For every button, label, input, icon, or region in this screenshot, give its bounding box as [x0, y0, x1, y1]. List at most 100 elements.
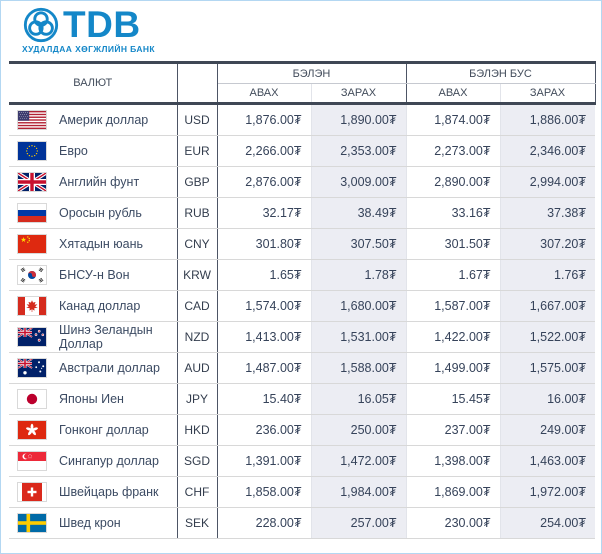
- cash-buy-value: 1,391.00₮: [217, 445, 311, 477]
- flag-ru-icon: [17, 203, 47, 223]
- currency-name-cell: Швед крон: [9, 507, 177, 539]
- currency-name: Шинэ Зеландын Доллар: [59, 323, 153, 351]
- cash-sell-value: 1,984.00₮: [310, 476, 406, 508]
- currency-name: Хятадын юань: [59, 237, 144, 251]
- noncash-sell-value: 307.20₮: [499, 228, 596, 260]
- currency-code: USD: [176, 103, 218, 136]
- noncash-sell-value: 254.00₮: [499, 507, 596, 539]
- currency-name-cell: Оросын рубль: [9, 197, 177, 229]
- noncash-buy-value: 230.00₮: [405, 507, 500, 539]
- noncash-buy-value: 237.00₮: [405, 414, 500, 446]
- currency-name: Евро: [59, 144, 88, 158]
- currency-name-cell: Хятадын юань: [9, 228, 177, 260]
- noncash-sell-value: 37.38₮: [499, 197, 596, 229]
- header-code-empty: [176, 62, 218, 105]
- cash-buy-value: 1,574.00₮: [217, 290, 311, 322]
- cash-buy-value: 1,858.00₮: [217, 476, 311, 508]
- cash-buy-value: 2,266.00₮: [217, 135, 311, 167]
- currency-code: KRW: [176, 259, 218, 291]
- noncash-sell-value: 1,886.00₮: [499, 103, 596, 136]
- currency-row-aud: Австрали доллар AUD 1,487.00₮ 1,588.00₮ 1,49…: [9, 352, 596, 384]
- currency-code: CNY: [176, 228, 218, 260]
- cash-buy-value: 236.00₮: [217, 414, 311, 446]
- cash-buy-value: 15.40₮: [217, 383, 311, 415]
- cash-sell-value: 257.00₮: [310, 507, 406, 539]
- noncash-buy-value: 15.45₮: [405, 383, 500, 415]
- cash-sell-value: 250.00₮: [310, 414, 406, 446]
- bank-name: TDB: [63, 4, 141, 45]
- currency-row-sgd: Сингапур доллар SGD 1,391.00₮ 1,472.00₮ 1,39…: [9, 445, 596, 477]
- currency-name: Оросын рубль: [59, 206, 142, 220]
- noncash-sell-value: 16.00₮: [499, 383, 596, 415]
- currency-code: AUD: [176, 352, 218, 384]
- flag-se-icon: [17, 513, 47, 533]
- currency-row-hkd: Гонконг доллар HKD 236.00₮ 250.00₮ 237.00₮ 24…: [9, 414, 596, 446]
- currency-row-jpy: Японы Иен JPY 15.40₮ 16.05₮ 15.45₮ 16.00₮: [9, 383, 596, 415]
- cash-sell-value: 1,472.00₮: [310, 445, 406, 477]
- flag-eu-icon: [17, 141, 47, 161]
- flag-jp-icon: [17, 389, 47, 409]
- header-group-noncash: БЭЛЭН БУС: [405, 62, 596, 84]
- header-cash-sell: ЗАРАХ: [310, 83, 406, 105]
- noncash-sell-value: 1,522.00₮: [499, 321, 596, 353]
- noncash-sell-value: 1,575.00₮: [499, 352, 596, 384]
- currency-name: Америк доллар: [59, 113, 149, 127]
- noncash-buy-value: 1,499.00₮: [405, 352, 500, 384]
- cash-sell-value: 3,009.00₮: [310, 166, 406, 198]
- cash-buy-value: 1,413.00₮: [217, 321, 311, 353]
- currency-name-cell: Сингапур доллар: [9, 445, 177, 477]
- flag-us-icon: [17, 110, 47, 130]
- header-cash-buy: АВАХ: [217, 83, 311, 105]
- currency-name: Японы Иен: [59, 392, 124, 406]
- currency-row-cny: Хятадын юань CNY 301.80₮ 307.50₮ 301.50₮ 307.…: [9, 228, 596, 260]
- currency-row-eur: Евро EUR 2,266.00₮ 2,353.00₮ 2,273.00₮ 2,346.…: [9, 135, 596, 167]
- header-group-cash: БЭЛЭН: [217, 62, 406, 84]
- tdb-knot-icon: [22, 6, 60, 44]
- currency-name: Гонконг доллар: [59, 423, 149, 437]
- currency-name-cell: Австрали доллар: [9, 352, 177, 384]
- bank-tagline: ХУДАЛДАА ХӨГЖЛИЙН БАНК: [22, 44, 155, 54]
- currency-row-sek: Швед крон SEK 228.00₮ 257.00₮ 230.00₮ 254.00₮: [9, 507, 596, 539]
- noncash-buy-value: 1,398.00₮: [405, 445, 500, 477]
- noncash-buy-value: 33.16₮: [405, 197, 500, 229]
- noncash-buy-value: 1,874.00₮: [405, 103, 500, 136]
- cash-buy-value: 1,487.00₮: [217, 352, 311, 384]
- currency-row-gbp: Английн фунт GBP 2,876.00₮ 3,009.00₮ 2,890.0…: [9, 166, 596, 198]
- noncash-buy-value: 2,890.00₮: [405, 166, 500, 198]
- currency-name: Английн фунт: [59, 175, 140, 189]
- noncash-sell-value: 2,346.00₮: [499, 135, 596, 167]
- noncash-buy-value: 1.67₮: [405, 259, 500, 291]
- flag-sg-icon: [17, 451, 47, 471]
- currency-code: HKD: [176, 414, 218, 446]
- currency-name: Австрали доллар: [59, 361, 160, 375]
- bank-logo[interactable]: TDB ХУДАЛДАА ХӨГЖЛИЙН БАНК: [22, 6, 601, 54]
- flag-kr-icon: [17, 265, 47, 285]
- currency-name-cell: Английн фунт: [9, 166, 177, 198]
- noncash-sell-value: 1,463.00₮: [499, 445, 596, 477]
- currency-row-cad: Канад доллар CAD 1,574.00₮ 1,680.00₮ 1,587.0…: [9, 290, 596, 322]
- header-noncash-sell: ЗАРАХ: [499, 83, 596, 105]
- cash-sell-value: 1,680.00₮: [310, 290, 406, 322]
- currency-row-nzd: Шинэ Зеландын Доллар NZD 1,413.00₮ 1,531.00…: [9, 321, 596, 353]
- cash-sell-value: 2,353.00₮: [310, 135, 406, 167]
- currency-name-cell: Евро: [9, 135, 177, 167]
- currency-code: NZD: [176, 321, 218, 353]
- noncash-sell-value: 1,972.00₮: [499, 476, 596, 508]
- flag-hk-icon: [17, 420, 47, 440]
- flag-gb-icon: [17, 172, 47, 192]
- currency-code: CHF: [176, 476, 218, 508]
- currency-code: SEK: [176, 507, 218, 539]
- flag-cn-icon: [17, 234, 47, 254]
- currency-code: GBP: [176, 166, 218, 198]
- cash-sell-value: 1.78₮: [310, 259, 406, 291]
- noncash-buy-value: 1,422.00₮: [405, 321, 500, 353]
- currency-name-cell: БНСУ-н Вон: [9, 259, 177, 291]
- noncash-sell-value: 1,667.00₮: [499, 290, 596, 322]
- currency-name: БНСУ-н Вон: [59, 268, 130, 282]
- cash-buy-value: 301.80₮: [217, 228, 311, 260]
- currency-code: RUB: [176, 197, 218, 229]
- currency-code: JPY: [176, 383, 218, 415]
- cash-sell-value: 1,531.00₮: [310, 321, 406, 353]
- currency-code: EUR: [176, 135, 218, 167]
- currency-row-rub: Оросын рубль RUB 32.17₮ 38.49₮ 33.16₮ 37.38₮: [9, 197, 596, 229]
